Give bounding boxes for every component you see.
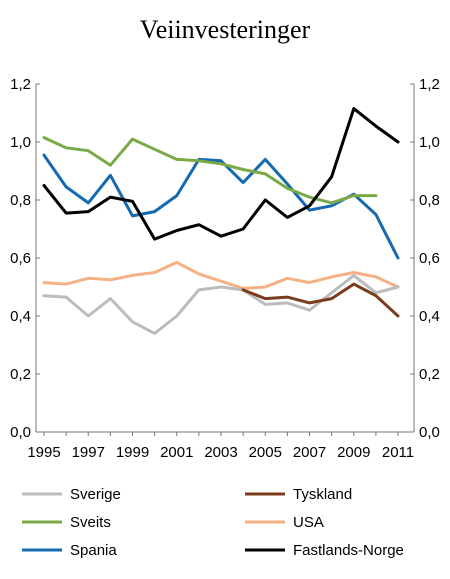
y-tick-label-right: 0,0 (419, 424, 440, 441)
legend-label-fastlands-norge: Fastlands-Norge (293, 542, 404, 559)
axes (35, 83, 415, 436)
legend-label-sverige: Sverige (70, 486, 121, 503)
y-tick-label-right: 0,8 (419, 192, 440, 209)
y-tick-label-left: 1,0 (10, 134, 31, 151)
series-line-tyskland (241, 282, 400, 318)
x-tick-label: 2011 (382, 444, 414, 461)
y-tick-label-left: 0,6 (10, 250, 31, 267)
y-tick-label-right: 0,6 (419, 250, 440, 267)
y-tick-label-right: 0,2 (419, 366, 440, 383)
series-line-sverige (42, 273, 400, 335)
x-tick-label: 1995 (27, 444, 60, 461)
x-tick-label: 2009 (337, 444, 370, 461)
x-axis-tick-labels: 1995 1997 1999 2001 2003 2005 2007 2009 2011 (27, 444, 414, 461)
y-tick-label-left: 0,4 (10, 308, 31, 325)
y-tick-label-left: 0,2 (10, 366, 31, 383)
legend-label-spania: Spania (70, 542, 117, 559)
x-tick-label: 1997 (72, 444, 105, 461)
y-tick-label-left: 1,2 (10, 76, 31, 93)
y-tick-label-right: 1,0 (419, 134, 440, 151)
x-tick-label: 2001 (160, 444, 193, 461)
y-axis-left-tick-labels: 0,0 0,2 0,4 0,6 0,8 1,0 1,2 (10, 76, 31, 441)
y-tick-label-left: 0,0 (10, 424, 31, 441)
y-tick-label-right: 1,2 (419, 76, 440, 93)
y-tick-label-left: 0,8 (10, 192, 31, 209)
legend-label-tyskland: Tyskland (293, 486, 352, 503)
series-line-fastlands-norge (42, 107, 400, 241)
chart-title: Veiinvesteringer (140, 15, 311, 44)
y-tick-label-right: 0,4 (419, 308, 440, 325)
legend: Sverige Tyskland Sveits USA Spania Fastlands-… (22, 486, 404, 559)
series-line-sveits (42, 136, 378, 205)
y-axis-right-tick-labels: 0,0 0,2 0,4 0,6 0,8 1,0 1,2 (419, 76, 440, 441)
legend-label-usa: USA (293, 514, 324, 531)
x-tick-label: 2007 (293, 444, 326, 461)
x-tick-label: 1999 (116, 444, 149, 461)
x-tick-label: 2003 (204, 444, 237, 461)
x-tick-label: 2005 (249, 444, 282, 461)
series-line-usa (42, 260, 400, 290)
legend-label-sveits: Sveits (70, 514, 111, 531)
series-lines (42, 107, 400, 335)
